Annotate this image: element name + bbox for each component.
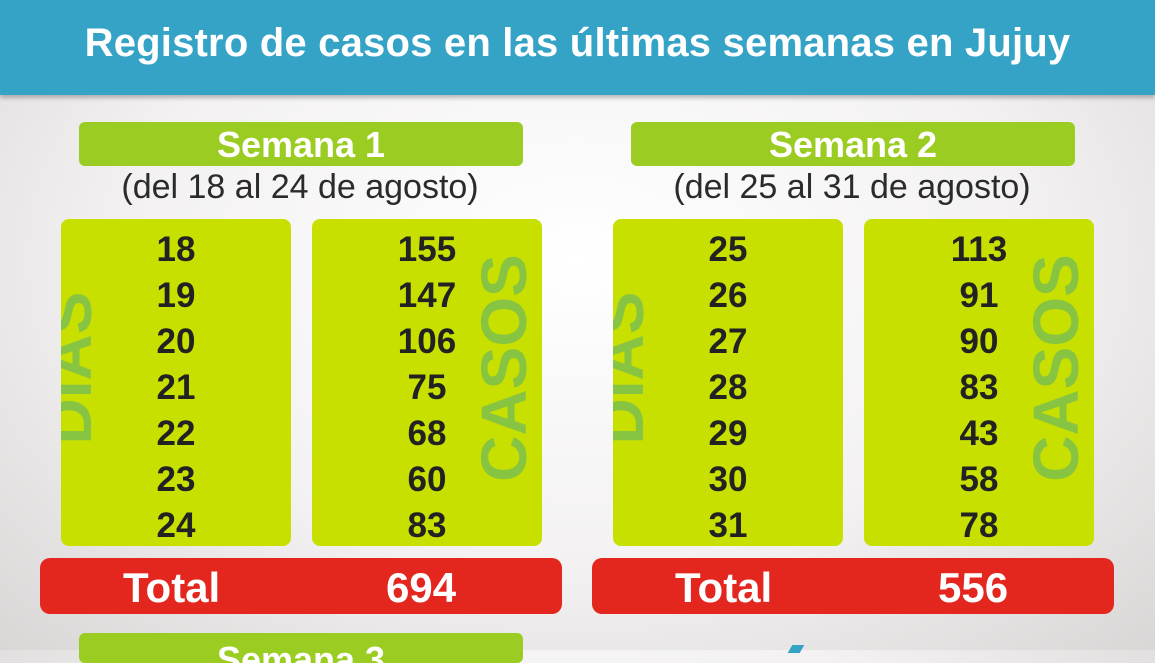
days-vertical-label: DÍAS: [61, 291, 105, 445]
week-2-days-panel: DÍAS 25 26 27 28 29 30 31: [613, 219, 843, 546]
case-value: 106: [397, 322, 457, 361]
page-title: Registro de casos en las últimas semanas…: [84, 21, 1071, 65]
week-2-title: Semana 2: [631, 122, 1075, 166]
day-value: 24: [156, 506, 196, 545]
case-value: 83: [959, 368, 999, 407]
total-label: Total: [675, 564, 773, 611]
day-value: 29: [708, 414, 748, 453]
week-3-title-partial: Semana 3: [79, 633, 523, 663]
day-value: 30: [708, 460, 748, 499]
day-value: 26: [708, 276, 748, 315]
week-1-total-bar: Total 694: [40, 558, 562, 614]
case-value: 113: [950, 230, 1008, 269]
week-1-range: (del 18 al 24 de agosto): [121, 168, 479, 206]
week-2-days-column: 25 26 27 28 29 30 31: [678, 227, 778, 546]
case-value: 91: [959, 276, 999, 315]
case-value: 75: [407, 368, 447, 407]
day-value: 28: [708, 368, 748, 407]
days-vertical-label: DÍAS: [613, 291, 657, 445]
day-value: 27: [708, 322, 748, 361]
day-value: 20: [156, 322, 196, 361]
week-1-section: Semana 1 (del 18 al 24 de agosto) DÍAS 1…: [40, 0, 570, 650]
week-2-range: (del 25 al 31 de agosto): [673, 168, 1031, 206]
day-value: 18: [156, 230, 196, 269]
day-value: 21: [156, 368, 196, 407]
case-value: 90: [959, 322, 999, 361]
week-2-total-value: 556: [938, 564, 1009, 611]
week-1-cases-panel: CASOS 155 147 106 75 68 60 83: [312, 219, 542, 546]
week-2-total-bar: Total 556: [592, 558, 1114, 614]
day-value: 31: [708, 506, 748, 545]
case-value: 83: [407, 506, 447, 545]
week-1-title: Semana 1: [79, 122, 523, 166]
decorative-mark: [787, 645, 805, 653]
week-1-days-column: 18 19 20 21 22 23 24: [126, 227, 226, 546]
total-label: Total: [123, 564, 221, 611]
week-2-section: Semana 2 (del 25 al 31 de agosto) DÍAS 2…: [592, 0, 1122, 650]
day-value: 23: [156, 460, 196, 499]
case-value: 147: [397, 276, 457, 315]
case-value: 78: [959, 506, 999, 545]
week-3-title: Semana 3: [216, 639, 386, 663]
case-value: 43: [959, 414, 999, 453]
day-value: 19: [156, 276, 196, 315]
case-value: 68: [407, 414, 447, 453]
case-value: 58: [959, 460, 999, 499]
week-1-cases-column: 155 147 106 75 68 60 83: [352, 227, 502, 546]
case-value: 60: [407, 460, 447, 499]
week-1-days-panel: DÍAS 18 19 20 21 22 23 24: [61, 219, 291, 546]
case-value: 155: [397, 230, 457, 269]
week-2-cases-column: 113 91 90 83 43 58 78: [904, 227, 1054, 546]
week-2-cases-panel: CASOS 113 91 90 83 43 58 78: [864, 219, 1094, 546]
header-banner: Registro de casos en las últimas semanas…: [0, 0, 1155, 95]
day-value: 25: [708, 230, 748, 269]
week-1-total-value: 694: [386, 564, 457, 611]
day-value: 22: [156, 414, 196, 453]
